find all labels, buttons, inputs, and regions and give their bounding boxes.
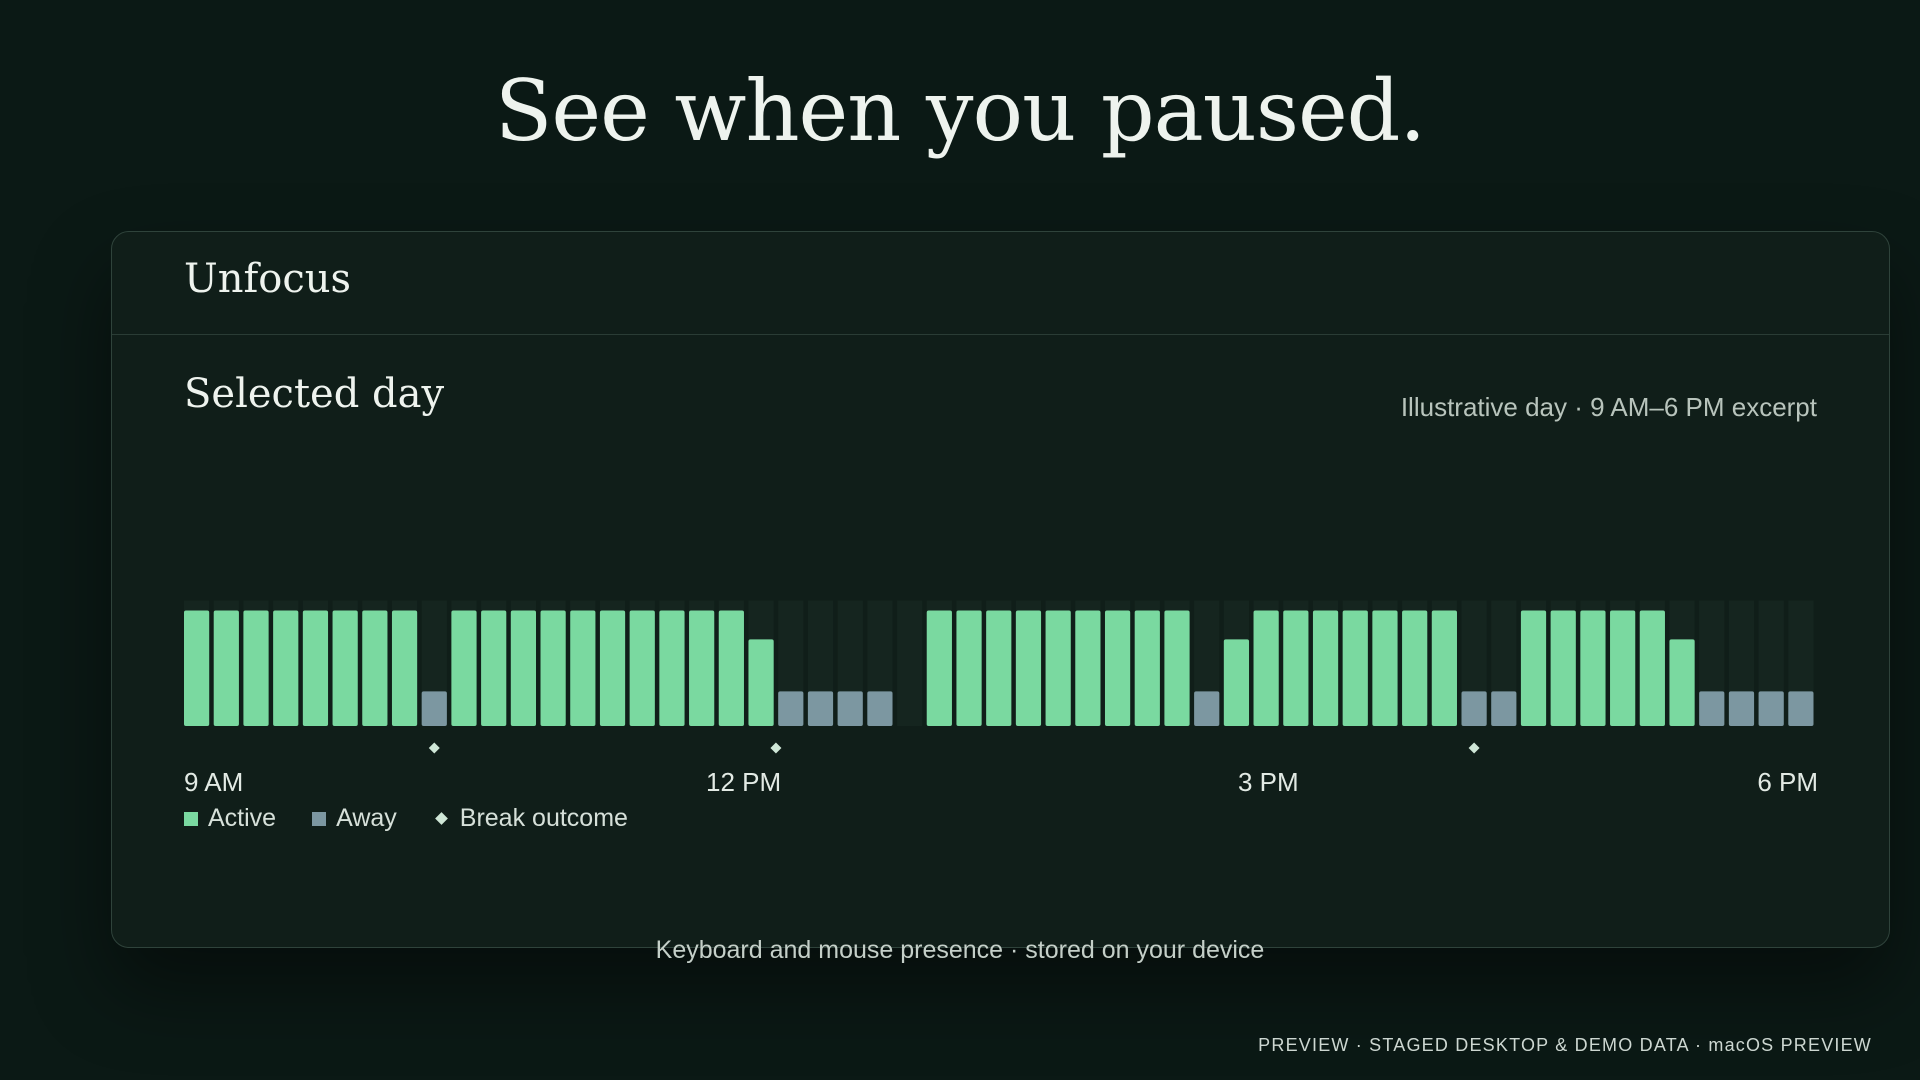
away-bar — [1194, 691, 1220, 726]
app-title: Unfocus — [184, 256, 352, 302]
break-outcome-marker — [428, 742, 440, 754]
active-bar — [1520, 610, 1547, 726]
active-bar — [1104, 610, 1131, 726]
active-bar — [1253, 610, 1279, 726]
legend-away-label: Away — [336, 804, 397, 832]
active-bar — [1669, 639, 1695, 726]
away-bar — [1758, 691, 1784, 726]
active-bar — [718, 610, 744, 726]
away-bar — [1461, 691, 1487, 726]
active-bar — [986, 610, 1012, 726]
active-bar — [481, 610, 507, 726]
away-bar — [837, 691, 863, 726]
active-bar — [1015, 610, 1042, 726]
page-headline: See when you paused. — [494, 62, 1426, 160]
time-tick-9am: 9 AM — [184, 767, 244, 797]
active-bar — [391, 610, 418, 726]
active-bar — [213, 610, 239, 726]
active-bar — [1639, 610, 1665, 726]
active-bar — [1402, 610, 1428, 726]
active-bar — [1312, 610, 1339, 726]
legend-away: Away — [312, 804, 397, 833]
active-bar — [1342, 610, 1368, 726]
active-bar — [1372, 610, 1398, 726]
active-bar — [1223, 639, 1250, 726]
break-outcome-marker — [1468, 742, 1480, 754]
active-bar — [184, 610, 210, 726]
active-bar — [629, 610, 655, 726]
away-bar — [1699, 691, 1725, 726]
active-bar — [273, 610, 299, 726]
away-bar — [778, 691, 804, 726]
active-bar — [1550, 610, 1576, 726]
bar-track — [897, 600, 923, 726]
away-bar — [421, 691, 447, 726]
away-bar — [1491, 691, 1517, 726]
active-bar — [570, 610, 596, 726]
time-tick-6pm: 6 PM — [1757, 767, 1818, 797]
break-outcome-marker — [770, 742, 782, 754]
active-bar — [1431, 610, 1457, 726]
active-bar — [1580, 610, 1606, 726]
time-axis: 9 AM 12 PM 3 PM 6 PM — [184, 767, 1818, 803]
activity-chart-svg — [184, 600, 1814, 754]
active-bar — [540, 610, 566, 726]
away-bar — [1728, 691, 1755, 726]
legend-break: Break outcome — [433, 804, 628, 833]
active-bar — [1610, 610, 1636, 726]
section-title: Selected day — [184, 371, 445, 417]
active-swatch-icon — [184, 811, 198, 826]
active-bar — [748, 639, 774, 726]
active-bar — [1164, 610, 1190, 726]
active-bar — [599, 610, 626, 726]
diamond-icon — [434, 812, 448, 825]
window-titlebar: Unfocus — [112, 232, 1889, 335]
active-bar — [926, 610, 952, 726]
away-swatch-icon — [312, 811, 327, 826]
active-bar — [689, 610, 715, 726]
active-bar — [1134, 610, 1160, 726]
preview-note: PREVIEW · STAGED DESKTOP & DEMO DATA · m… — [1258, 1035, 1872, 1055]
active-bar — [510, 610, 537, 726]
activity-chart — [184, 599, 1818, 759]
active-bar — [1075, 610, 1101, 726]
excerpt-caption: Illustrative day · 9 AM–6 PM excerpt — [1400, 392, 1817, 422]
legend-active-label: Active — [208, 804, 277, 832]
away-bar — [807, 691, 834, 726]
chart-legend: Active Away Break outcome — [184, 804, 628, 833]
active-bar — [1283, 610, 1309, 726]
active-bar — [243, 610, 269, 726]
active-bar — [956, 610, 982, 726]
time-tick-3pm: 3 PM — [1238, 767, 1299, 797]
active-bar — [659, 610, 685, 726]
active-bar — [362, 610, 388, 726]
active-bar — [1045, 610, 1071, 726]
legend-active: Active — [184, 804, 276, 833]
away-bar — [867, 691, 893, 726]
active-bar — [451, 610, 477, 726]
time-tick-12pm: 12 PM — [706, 767, 782, 797]
app-window: Unfocus Selected day Illustrative day · … — [111, 231, 1890, 948]
legend-break-label: Break outcome — [459, 804, 628, 832]
active-bar — [332, 610, 358, 726]
footer-note: Keyboard and mouse presence · stored on … — [655, 936, 1265, 964]
away-bar — [1788, 691, 1814, 726]
active-bar — [302, 610, 329, 726]
